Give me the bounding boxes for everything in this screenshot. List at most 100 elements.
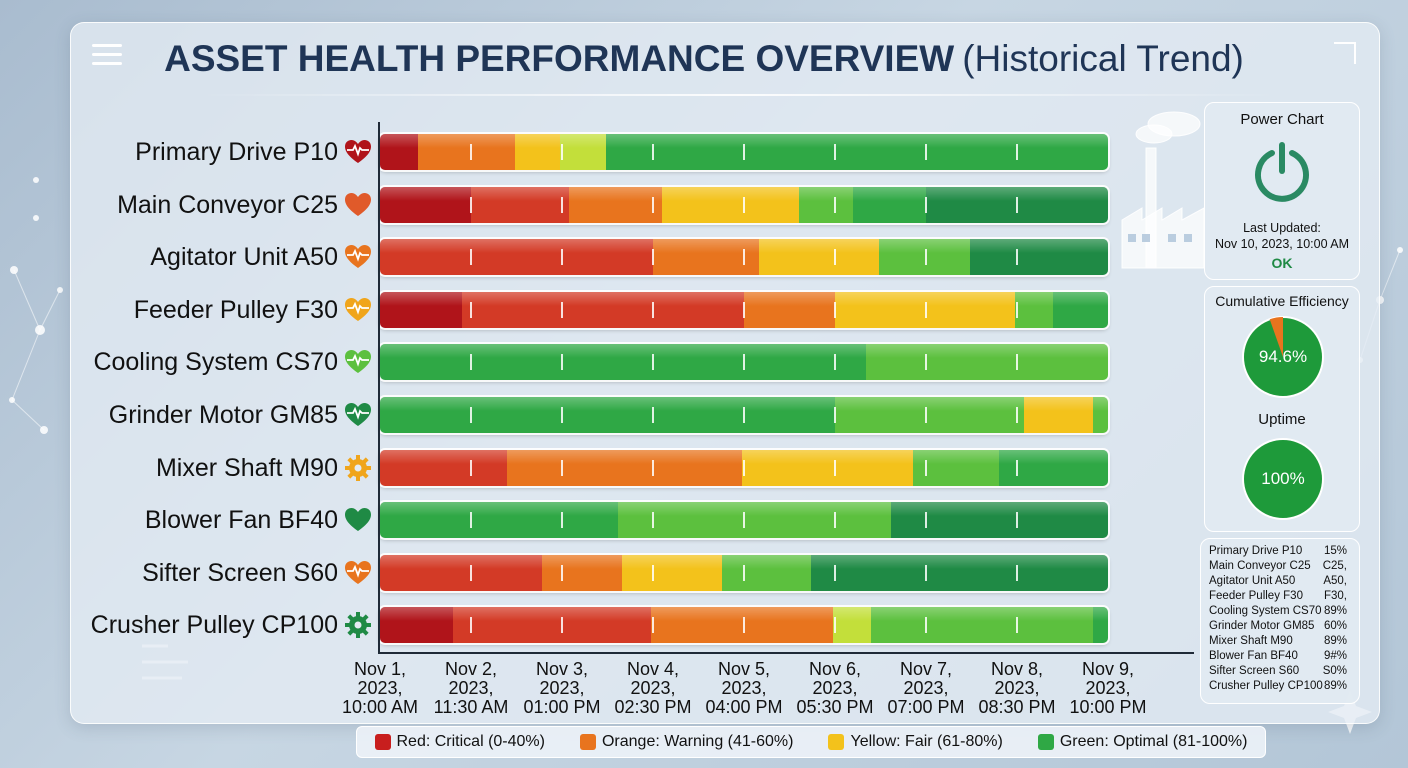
bar-tick-mark bbox=[652, 459, 654, 476]
x-tick-line: 2023, bbox=[812, 678, 858, 698]
x-tick-label: Nov 4, 2023, 02:30 PM bbox=[598, 660, 708, 717]
bar-tick-mark bbox=[1016, 512, 1018, 529]
bar-tick-mark bbox=[470, 512, 472, 529]
bar-tick-mark bbox=[470, 196, 472, 213]
x-tick-line: Nov 8, bbox=[990, 659, 1044, 679]
uptime-value: 100% bbox=[1261, 469, 1305, 488]
bar-tick-mark bbox=[470, 144, 472, 160]
x-axis-line bbox=[378, 652, 1194, 654]
asset-health-bar[interactable] bbox=[380, 291, 1108, 328]
heartbeat-icon bbox=[344, 138, 372, 166]
health-segment-optimal bbox=[380, 397, 836, 433]
summary-item-value: C25, bbox=[1322, 560, 1347, 572]
last-updated-value: Nov 10, 2023, 10:00 AM bbox=[1214, 237, 1350, 251]
legend-label: Green: Optimal (81-100%) bbox=[1059, 733, 1248, 750]
last-updated-label: Last Updated: bbox=[1243, 221, 1321, 235]
asset-label: Feeder Pulley F30 bbox=[133, 295, 338, 324]
bar-tick-mark bbox=[1016, 564, 1018, 581]
x-tick-line: Nov 9, bbox=[1081, 659, 1135, 679]
legend-swatch bbox=[579, 734, 596, 750]
legend-item: Orange: Warning (41-60%) bbox=[579, 733, 793, 751]
asset-label: Crusher Pulley CP100 bbox=[90, 611, 338, 640]
bar-tick-mark bbox=[561, 301, 563, 318]
bar-tick-mark bbox=[743, 617, 745, 634]
bar-tick-mark bbox=[834, 459, 836, 476]
health-segment-optimal-light bbox=[722, 554, 813, 591]
gear-icon bbox=[344, 611, 372, 639]
summary-list-card: Primary Drive P10 15% Main Conveyor C25 C25… bbox=[1200, 538, 1360, 704]
bar-tick-mark bbox=[834, 196, 836, 213]
uptime-pie bbox=[1242, 438, 1324, 520]
health-segment-optimal bbox=[605, 134, 1108, 170]
bar-tick-mark bbox=[470, 459, 472, 476]
bar-tick-mark bbox=[652, 196, 654, 213]
x-tick-line: 2023, bbox=[357, 678, 403, 698]
x-tick-label: Nov 2, 2023, 11:30 AM bbox=[416, 660, 526, 717]
health-segment-critical bbox=[380, 554, 543, 591]
expand-icon[interactable] bbox=[1334, 42, 1356, 64]
heart-icon bbox=[344, 191, 372, 219]
health-segment-critical bbox=[380, 239, 654, 276]
x-tick-line: Nov 7, bbox=[899, 659, 953, 679]
health-segment-fair-light bbox=[560, 134, 607, 170]
bar-tick-mark bbox=[834, 407, 836, 423]
x-tick-line: 2023, bbox=[721, 678, 767, 698]
asset-health-bar[interactable] bbox=[380, 554, 1108, 591]
x-tick-line: 04:00 PM bbox=[705, 697, 783, 717]
health-segment-optimal bbox=[380, 344, 867, 381]
bar-tick-mark bbox=[834, 249, 836, 266]
summary-item-value: 89% bbox=[1323, 605, 1347, 617]
bar-tick-mark bbox=[925, 512, 927, 529]
health-segment-optimal-dark bbox=[969, 239, 1108, 276]
asset-label: Main Conveyor C25 bbox=[117, 190, 338, 219]
bar-tick-mark bbox=[652, 512, 654, 529]
bar-tick-mark bbox=[652, 301, 654, 318]
summary-item-name: Sifter Screen S60 bbox=[1209, 665, 1300, 677]
health-segment-critical-dark bbox=[380, 291, 463, 328]
health-segment-optimal-light bbox=[798, 186, 855, 223]
health-segment-optimal-light bbox=[871, 607, 1095, 644]
legend-label: Red: Critical (0-40%) bbox=[396, 733, 545, 750]
bar-tick-mark bbox=[743, 459, 745, 476]
x-tick-line: 08:30 PM bbox=[978, 697, 1056, 717]
x-tick-line: 2023, bbox=[630, 678, 676, 698]
asset-health-bar[interactable] bbox=[380, 449, 1108, 486]
bar-tick-mark bbox=[1016, 144, 1018, 160]
x-tick-line: Nov 5, bbox=[717, 659, 771, 679]
asset-health-bar[interactable] bbox=[380, 502, 1108, 539]
summary-item-value: 89% bbox=[1323, 680, 1347, 692]
efficiency-remainder-wedge bbox=[1269, 317, 1283, 357]
bar-tick-mark bbox=[743, 249, 745, 266]
x-tick-label: Nov 7, 2023, 07:00 PM bbox=[871, 660, 981, 717]
summary-item-name: Feeder Pulley F30 bbox=[1209, 590, 1303, 602]
bar-tick-mark bbox=[652, 617, 654, 634]
asset-label: Blower Fan BF40 bbox=[144, 506, 338, 535]
health-segment-optimal-light bbox=[835, 397, 1026, 433]
asset-health-bar[interactable] bbox=[380, 134, 1108, 170]
heartbeat-icon bbox=[344, 243, 372, 271]
x-tick-line: Nov 4, bbox=[626, 659, 680, 679]
bar-tick-mark bbox=[834, 354, 836, 371]
asset-health-bar[interactable] bbox=[380, 397, 1108, 433]
menu-icon[interactable] bbox=[92, 44, 122, 66]
x-tick-label: Nov 6, 2023, 05:30 PM bbox=[780, 660, 890, 717]
bar-tick-mark bbox=[834, 512, 836, 529]
x-tick-label: Nov 3, 2023, 01:00 PM bbox=[507, 660, 617, 717]
x-tick-line: Nov 3, bbox=[535, 659, 589, 679]
health-segment-optimal bbox=[380, 502, 620, 539]
bar-tick-mark bbox=[925, 617, 927, 634]
asset-health-bar[interactable] bbox=[380, 186, 1108, 223]
health-segment-fair bbox=[1024, 397, 1095, 433]
uptime-title: Uptime bbox=[1258, 411, 1306, 428]
asset-health-bar[interactable] bbox=[380, 239, 1108, 276]
asset-health-bar[interactable] bbox=[380, 607, 1108, 644]
legend-label: Yellow: Fair (61-80%) bbox=[850, 733, 1003, 750]
power-icon[interactable] bbox=[1250, 139, 1314, 203]
health-segment-warning bbox=[653, 239, 760, 276]
gear-icon bbox=[344, 454, 372, 482]
health-segment-fair bbox=[514, 134, 562, 170]
asset-health-bar[interactable] bbox=[380, 344, 1108, 381]
heartbeat-icon bbox=[344, 296, 372, 324]
bar-tick-mark bbox=[561, 512, 563, 529]
summary-item-name: Main Conveyor C25 bbox=[1209, 560, 1311, 572]
